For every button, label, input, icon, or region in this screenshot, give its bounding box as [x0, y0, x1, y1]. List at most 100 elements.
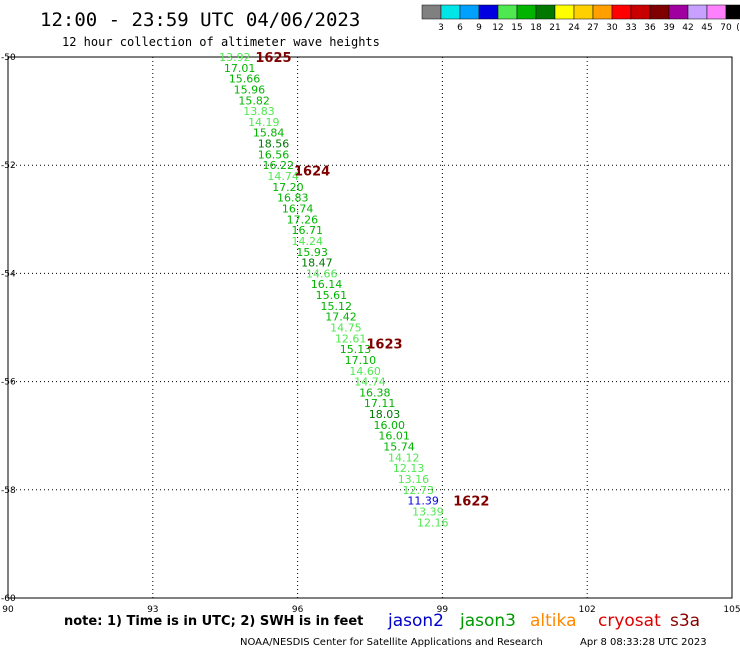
scale-swatch: [630, 4, 651, 20]
wave-height-point: 16.83: [277, 192, 309, 205]
wave-height-point: 17.42: [325, 311, 357, 324]
wave-height-point: 14.74: [354, 376, 386, 389]
wave-height-point: 16.01: [378, 430, 410, 443]
x-tick-label: 105: [723, 605, 740, 615]
scale-swatch: [649, 4, 670, 20]
x-tick-label: 96: [292, 605, 304, 615]
wave-height-point: 14.12: [388, 451, 420, 464]
wave-height-point: 16.00: [374, 419, 406, 432]
plot-frame: [7, 56, 733, 599]
wave-height-point: 14.24: [292, 235, 324, 248]
satellite-legend: jason2 jason3 altika cryosat s3a: [387, 611, 700, 631]
scale-tick-label: 39: [663, 23, 675, 33]
wave-height-point: 12.73: [403, 484, 435, 497]
chart-subtitle: 12 hour collection of altimeter wave hei…: [62, 35, 380, 49]
scale-tick-label: 42: [682, 23, 693, 33]
wave-height-point: 12.61: [335, 332, 367, 345]
wave-height-point: 16.56: [258, 148, 290, 161]
wave-height-point: 14.60: [349, 365, 381, 378]
pass-number-label: 1625: [255, 51, 291, 66]
scale-tick-label: 3: [438, 23, 444, 33]
scale-tick-label: 9: [476, 23, 482, 33]
y-tick-label: -52: [1, 161, 16, 171]
scale-tick-label: 70: [720, 23, 732, 33]
wave-height-point: 16.22: [263, 159, 295, 172]
satellite-legend-item: jason3: [459, 611, 516, 631]
scale-unit-label: (ft): [736, 23, 740, 33]
scale-swatch: [516, 4, 537, 20]
wave-height-point: 15.82: [238, 94, 270, 107]
wave-height-point: 16.38: [359, 386, 391, 399]
footer-timestamp: Apr 8 08:33:28 UTC 2023: [580, 637, 707, 648]
scale-tick-label: 12: [492, 23, 503, 33]
scale-swatch: [440, 4, 461, 20]
chart-title: 12:00 - 23:59 UTC 04/06/2023: [40, 9, 360, 31]
wave-height-point: 13.39: [412, 505, 444, 518]
scale-tick-label: 24: [568, 23, 580, 33]
wave-height-point: 15.96: [234, 83, 266, 96]
wave-height-point: 15.84: [253, 127, 285, 140]
scale-tick-label: 33: [625, 23, 636, 33]
wave-height-point: 15.66: [229, 73, 261, 86]
wave-height-point: 14.75: [330, 322, 362, 335]
wave-height-point: 16.71: [292, 224, 324, 237]
wave-height-point: 14.19: [248, 116, 280, 129]
footer-note: note: 1) Time is in UTC; 2) SWH is in fe…: [64, 614, 363, 629]
scale-swatch: [592, 4, 613, 20]
scale-tick-label: 15: [511, 23, 522, 33]
scale-swatch: [459, 4, 480, 20]
x-tick-label: 99: [437, 605, 449, 615]
scale-swatch: [478, 4, 499, 20]
wave-height-point: 18.03: [369, 408, 401, 421]
wave-height-point: 17.01: [224, 62, 256, 75]
satellite-legend-item: s3a: [670, 611, 700, 631]
wave-height-point: 17.11: [364, 397, 396, 410]
satellite-legend-item: cryosat: [598, 611, 661, 631]
x-tick-label: 90: [2, 605, 14, 615]
scale-tick-label: 6: [457, 23, 463, 33]
map-grid: [7, 56, 733, 599]
wave-height-point: 15.74: [383, 441, 415, 454]
wave-height-point: 15.61: [316, 289, 348, 302]
pass-number-label: 1622: [453, 495, 489, 510]
wave-height-point: 12.16: [417, 516, 449, 529]
wave-height-point: 15.12: [320, 300, 352, 313]
scale-swatch: [554, 4, 575, 20]
axis-tick-labels: 90 93 96 99 102 105 -50 -52 -54 -56 -58 -60: [1, 53, 740, 615]
scale-swatch: [421, 4, 442, 20]
scale-swatch: [687, 4, 708, 20]
x-tick-label: 102: [579, 605, 596, 615]
wave-height-point: 11.39: [407, 495, 439, 508]
wave-height-point: 17.20: [272, 181, 304, 194]
wave-height-point: 15.13: [340, 343, 372, 356]
scale-tick-label: 36: [644, 23, 656, 33]
scale-tick-label: 30: [606, 23, 618, 33]
footer-credit: NOAA/NESDIS Center for Satellite Applica…: [240, 637, 543, 648]
pass-number-label: 1624: [294, 165, 330, 180]
wave-height-point: 14.66: [306, 267, 338, 280]
scale-swatch: [535, 4, 556, 20]
wave-height-point: 13.16: [398, 473, 430, 486]
scale-tick-label: 18: [530, 23, 542, 33]
scale-tick-label: 21: [549, 23, 560, 33]
wave-height-point: 17.26: [287, 213, 319, 226]
wave-height-point: 16.14: [311, 278, 343, 291]
pass-number-labels: 1625 1624 1623 1622: [255, 51, 489, 510]
scale-tick-label: 27: [587, 23, 598, 33]
pass-number-label: 1623: [366, 338, 402, 353]
wave-height-point: 16.74: [282, 202, 314, 215]
wave-height-point: 13.83: [243, 105, 275, 118]
wave-height-point: 12.13: [393, 462, 425, 475]
wave-height-point: 17.10: [345, 354, 377, 367]
y-tick-label: -54: [1, 269, 16, 279]
y-tick-label: -58: [1, 486, 16, 496]
x-tick-label: 93: [147, 605, 158, 615]
scale-tick-label: 45: [701, 23, 712, 33]
wave-height-point: 13.92: [219, 51, 251, 64]
scale-swatch: [497, 4, 518, 20]
wave-height-point: 18.56: [258, 138, 290, 151]
y-tick-label: -60: [1, 594, 16, 604]
